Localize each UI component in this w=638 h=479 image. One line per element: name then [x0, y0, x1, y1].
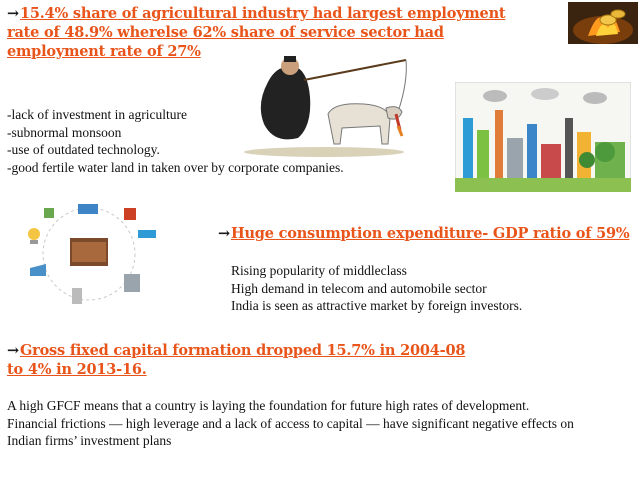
section3-paragraph: A high GFCF means that a country is layi… [7, 398, 530, 413]
arrow-icon: → [218, 225, 230, 242]
arrow-icon: → [7, 5, 19, 22]
section3-paragraph: Financial frictions — high leverage and … [7, 415, 574, 449]
section1-heading: →15.4% share of agricultural industry ha… [7, 4, 527, 61]
section2-point: Rising popularity of middleclass [231, 263, 407, 278]
section1-points: -lack of investment in agriculture -subn… [7, 106, 447, 176]
section1-heading-text: 15.4% share of agricultural industry had… [7, 5, 506, 60]
section3-heading: →Gross fixed capital formation dropped 1… [7, 341, 477, 379]
section1-point: -good fertile water land in taken over b… [7, 159, 344, 175]
section1-point: -use of outdated technology. [7, 142, 160, 157]
section1-point: -lack of investment in agriculture [7, 107, 187, 122]
section3-body: A high GFCF means that a country is layi… [7, 397, 597, 450]
coins-fire-image [568, 2, 638, 44]
section2-point: High demand in telecom and automobile se… [231, 280, 487, 296]
industry-city-image [455, 82, 631, 192]
section2-points: Rising popularity of middleclass High de… [231, 262, 631, 315]
section1-point: -subnormal monsoon [7, 124, 122, 140]
consumption-icons-image [16, 200, 162, 308]
farmer-bull-cartoon [238, 52, 410, 158]
section3-heading-text: Gross fixed capital formation dropped 15… [7, 342, 466, 378]
section2-heading-text: Huge consumption expenditure- GDP ratio … [230, 225, 630, 242]
section2-point: India is seen as attractive market by fo… [231, 298, 523, 313]
section2-heading: →Huge consumption expenditure- GDP ratio… [218, 224, 633, 243]
arrow-icon: → [7, 342, 19, 359]
